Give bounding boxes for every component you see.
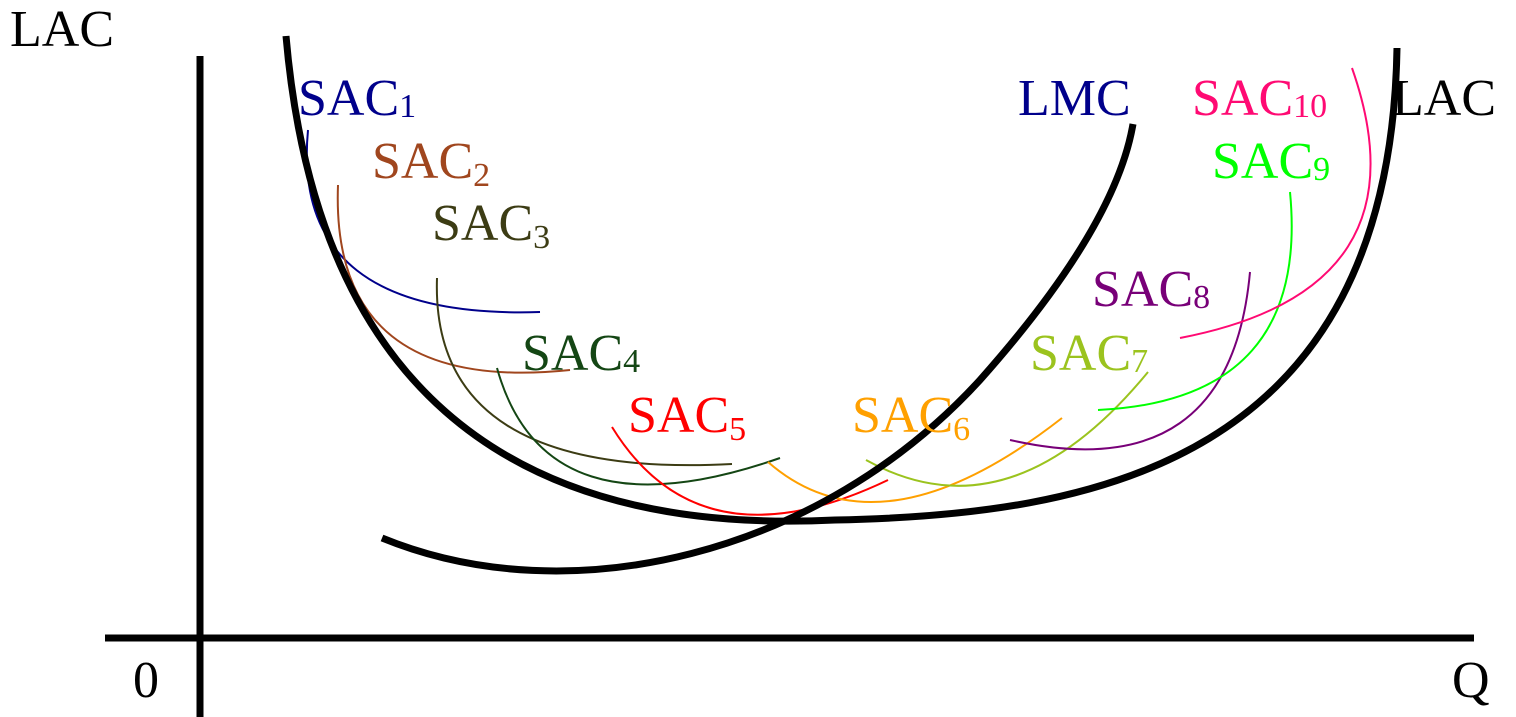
- sac-2-curve: [336, 184, 571, 374]
- origin-label: 0: [133, 652, 159, 709]
- sac-5-label: SAC5: [628, 387, 746, 448]
- sac-3-curve: [435, 277, 733, 467]
- sac-3-label: SAC3: [432, 195, 550, 256]
- lac-curve: [282, 35, 1401, 525]
- lmc-curve: [382, 530, 780, 572]
- sac-4-curve: [496, 367, 781, 486]
- lmc-label: LMC: [1018, 70, 1131, 127]
- sac-10-label: SAC10: [1192, 70, 1327, 127]
- sac-9-curve: [1097, 191, 1293, 411]
- sac-4-label: SAC4: [522, 325, 640, 382]
- sac-10-curve: [1179, 67, 1372, 339]
- sac-2-label: SAC2: [372, 133, 490, 194]
- lmc-curve-line: [380, 123, 1137, 575]
- sac-7-curve: [865, 371, 1149, 487]
- sac-7-label: SAC7: [1030, 325, 1148, 382]
- x-axis-label: Q: [1452, 652, 1490, 709]
- sac-1-label: SAC1: [298, 70, 416, 127]
- sac-6-curve: [767, 417, 1063, 503]
- sac-8-curve: [1009, 271, 1251, 451]
- sac-9-label: SAC9: [1212, 133, 1330, 190]
- sac-6-label: SAC6: [852, 387, 970, 448]
- sac-8-label: SAC8: [1092, 261, 1210, 318]
- lac-curve-label: LAC: [1392, 70, 1496, 127]
- y-axis-label: LAC: [10, 1, 114, 58]
